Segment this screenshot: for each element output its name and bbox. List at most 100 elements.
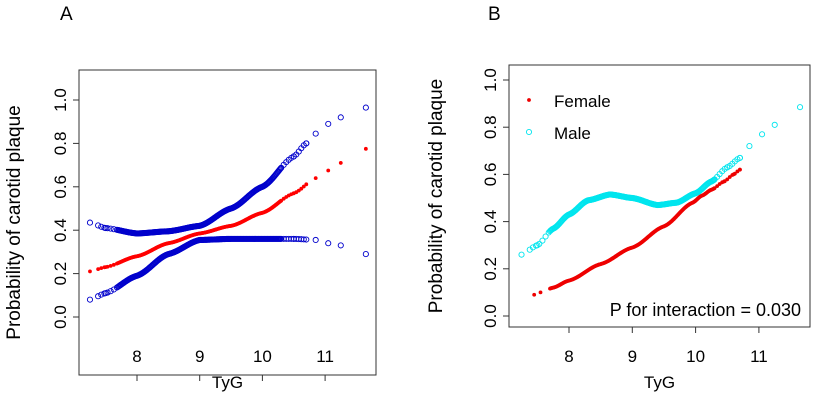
data-point: [108, 263, 113, 268]
data-point: [299, 186, 304, 191]
data-point: [111, 262, 116, 267]
data-point: [98, 223, 105, 230]
data-point: [771, 121, 778, 128]
data-point: [104, 289, 111, 296]
series-fitted-probability: [88, 146, 368, 274]
plot-frame: [78, 69, 377, 376]
series-upper-95-ci: [86, 104, 369, 237]
y-tick-label: 0.6: [51, 175, 70, 199]
data-point: [338, 161, 343, 165]
x-tick-label: 11: [750, 347, 768, 366]
data-point: [276, 166, 284, 173]
y-tick-label: 1.0: [481, 68, 500, 92]
panel-label: A: [60, 4, 73, 25]
data-point: [303, 140, 310, 147]
y-tick-label: 0.2: [51, 262, 70, 286]
y-tick-label: 0.8: [51, 132, 70, 156]
data-point: [732, 171, 737, 176]
data-point: [101, 290, 108, 297]
x-tick-label: 8: [564, 347, 573, 366]
x-tick-label: 8: [132, 347, 141, 366]
data-point: [337, 242, 344, 249]
x-tick-label: 9: [195, 347, 204, 366]
data-point: [304, 182, 309, 187]
data-point: [88, 269, 92, 274]
data-point: [715, 184, 720, 189]
y-axis-label: Probability of carotid plaque: [426, 79, 447, 313]
x-tick-label: 10: [686, 347, 705, 366]
data-point: [759, 131, 766, 138]
data-point: [325, 120, 332, 127]
data-point: [105, 264, 110, 269]
y-axis-label: Probability of carotid plaque: [4, 105, 25, 339]
y-tick-label: 0.0: [51, 305, 70, 329]
data-point: [110, 286, 117, 293]
data-point: [95, 222, 102, 229]
data-point: [303, 236, 310, 243]
panel-b: B 8 9 10 11 0.0 0.2 0.4 0.6 0.8 1.0 TyG Probability …: [426, 4, 811, 392]
annotation-p-value: P for interaction = 0.030: [610, 300, 801, 320]
y-tick-label: 0.6: [481, 163, 500, 187]
data-point: [727, 175, 732, 179]
y-tick-label: 0.4: [481, 210, 500, 234]
data-point: [362, 104, 369, 111]
panel-label: B: [488, 4, 501, 25]
data-point: [533, 242, 540, 249]
y-tick-label: 0.0: [481, 304, 500, 328]
y-tick-label: 0.8: [481, 115, 500, 139]
data-point: [102, 265, 107, 270]
data-point: [277, 165, 284, 172]
data-point: [518, 251, 525, 258]
series-female: [532, 167, 742, 297]
data-point: [110, 226, 117, 233]
panel-a: A 8 9 10 11 0.0 0.2 0.4 0.6 0.8 1.0 TyG Probability …: [4, 4, 377, 392]
data-point: [796, 104, 804, 111]
data-point: [725, 177, 730, 182]
data-point: [536, 240, 543, 247]
y-tick-label: 0.2: [481, 257, 500, 281]
series-lower-95-ci: [86, 235, 369, 303]
data-point: [96, 267, 101, 272]
data-point: [312, 236, 319, 244]
data-point: [98, 291, 105, 298]
data-point: [542, 233, 549, 240]
data-point: [532, 292, 537, 297]
data-point: [738, 167, 742, 172]
data-point: [736, 154, 743, 161]
y-tick-label: 1.0: [51, 88, 70, 112]
data-point: [710, 177, 717, 184]
data-point: [104, 225, 111, 232]
x-tick-label: 10: [253, 347, 272, 366]
data-point: [746, 143, 753, 150]
x-tick-label: 9: [628, 347, 637, 366]
data-point: [107, 225, 114, 232]
data-point: [113, 226, 120, 233]
legend: Female Male: [525, 92, 611, 143]
series-male: [518, 104, 804, 258]
data-point: [300, 236, 307, 243]
x-axis-label: TyG: [212, 373, 243, 392]
data-point: [326, 168, 331, 173]
data-point: [301, 184, 306, 189]
data-point: [337, 114, 344, 121]
legend-marker-circle: [525, 128, 533, 136]
legend-label: Female: [554, 92, 611, 111]
data-point: [325, 240, 332, 247]
data-point: [529, 244, 536, 251]
legend-marker-dot: [527, 98, 531, 102]
data-point: [363, 146, 368, 151]
y-tick-label: 0.4: [51, 218, 70, 242]
data-point: [95, 293, 102, 300]
data-point: [539, 237, 546, 244]
data-point: [313, 176, 318, 181]
x-axis-label: TyG: [644, 373, 675, 392]
plot-frame: [508, 64, 811, 328]
data-point: [538, 290, 543, 295]
data-point: [312, 130, 319, 137]
data-point: [99, 266, 104, 270]
data-point: [115, 261, 119, 266]
data-point: [86, 296, 94, 303]
data-point: [86, 219, 94, 226]
